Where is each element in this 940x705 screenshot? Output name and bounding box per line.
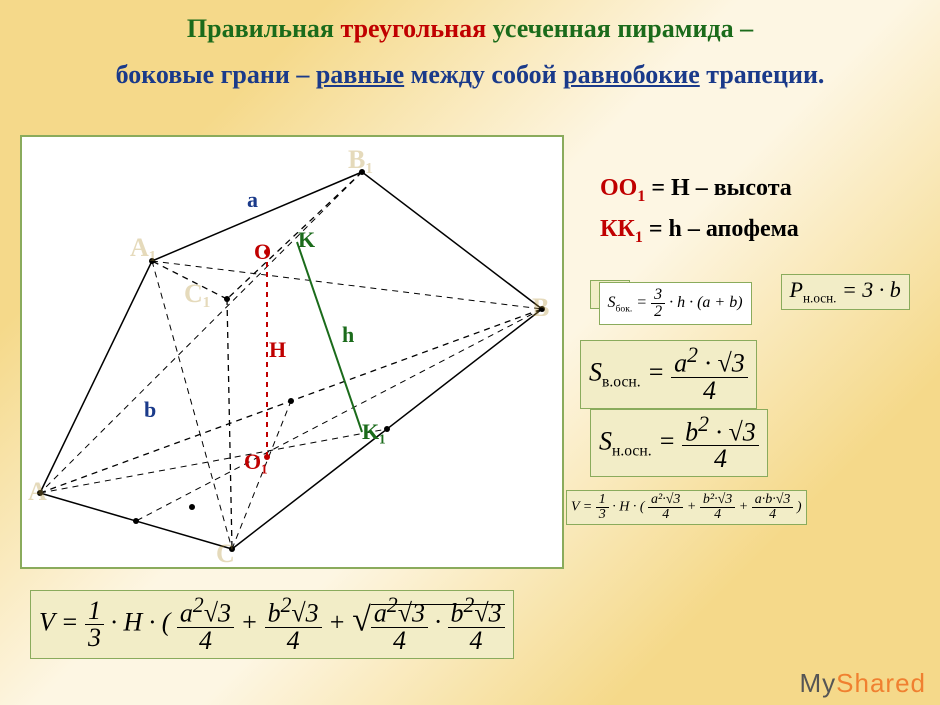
title-word: Правильная xyxy=(187,14,341,43)
watermark-shared: Shared xyxy=(836,668,926,698)
label-C1: C₁ xyxy=(184,279,211,309)
title-word: усеченная пирамида – xyxy=(486,14,753,43)
formula-S-n: Sн.осн. = b2 · √34 xyxy=(590,409,768,478)
diagram-frame: a b O O₁ H K K₁ h B₁ A₁ C₁ A B C xyxy=(20,135,564,569)
label-h: h xyxy=(342,322,354,348)
title-word: трапеции. xyxy=(700,60,825,89)
formula-group-area: Sв.осн. = a2 · √34 Sн.осн. = b2 · √34 xyxy=(580,340,940,477)
formula-V-small: V = 13 · H · ( a²·√34 + b²·√34 + a·b·√34… xyxy=(566,490,807,525)
label-C: C xyxy=(216,539,235,569)
def-sym: ОО xyxy=(600,175,637,201)
def-text: = H – высота xyxy=(645,175,791,201)
title-word: боковые грани – xyxy=(116,60,316,89)
title-word: между собой xyxy=(404,60,563,89)
label-H: H xyxy=(269,337,286,363)
def-text: = h – апофема xyxy=(643,216,799,242)
title-word: треугольная xyxy=(341,14,487,43)
label-O: O xyxy=(254,239,271,265)
formula-S-v: Sв.осн. = a2 · √34 xyxy=(580,340,757,409)
label-K1: K₁ xyxy=(362,419,386,445)
label-b: b xyxy=(144,397,156,423)
label-B: B xyxy=(532,293,549,323)
slide: Правильная треугольная усеченная пирамид… xyxy=(0,0,940,705)
formula-S-bok: Sбок. = 32 · h · (a + b) xyxy=(599,282,752,325)
formula-group-perimeter: Pв.о Sбок. = 32 · h · (a + b) Pн.осн. = … xyxy=(590,272,910,315)
def-height: ОО1 = H – высота xyxy=(600,175,920,206)
def-sym: КК xyxy=(600,216,635,242)
label-O1: O₁ xyxy=(244,449,268,475)
label-K: K xyxy=(298,227,315,253)
watermark: MyShared xyxy=(799,668,926,699)
title-line-2: боковые грани – равные между собой равно… xyxy=(0,60,940,90)
def-sub: 1 xyxy=(635,229,643,246)
pyramid-diagram xyxy=(22,137,562,567)
label-A: A xyxy=(28,477,47,507)
watermark-my: My xyxy=(799,668,836,698)
label-B1: B₁ xyxy=(348,145,373,175)
formula-P-n: Pн.осн. = 3 · b xyxy=(781,274,910,310)
title-word: равнобокие xyxy=(563,60,700,89)
title-word: равные xyxy=(316,60,404,89)
def-apothem: КК1 = h – апофема xyxy=(600,216,920,247)
title-line-1: Правильная треугольная усеченная пирамид… xyxy=(0,14,940,44)
definitions: ОО1 = H – высота КК1 = h – апофема xyxy=(600,175,920,247)
label-A1: A₁ xyxy=(130,233,157,263)
label-a: a xyxy=(247,187,258,213)
formula-V-big: V = 13 · H · ( a2√34 + b2√34 + √a2√34 · … xyxy=(30,590,514,659)
